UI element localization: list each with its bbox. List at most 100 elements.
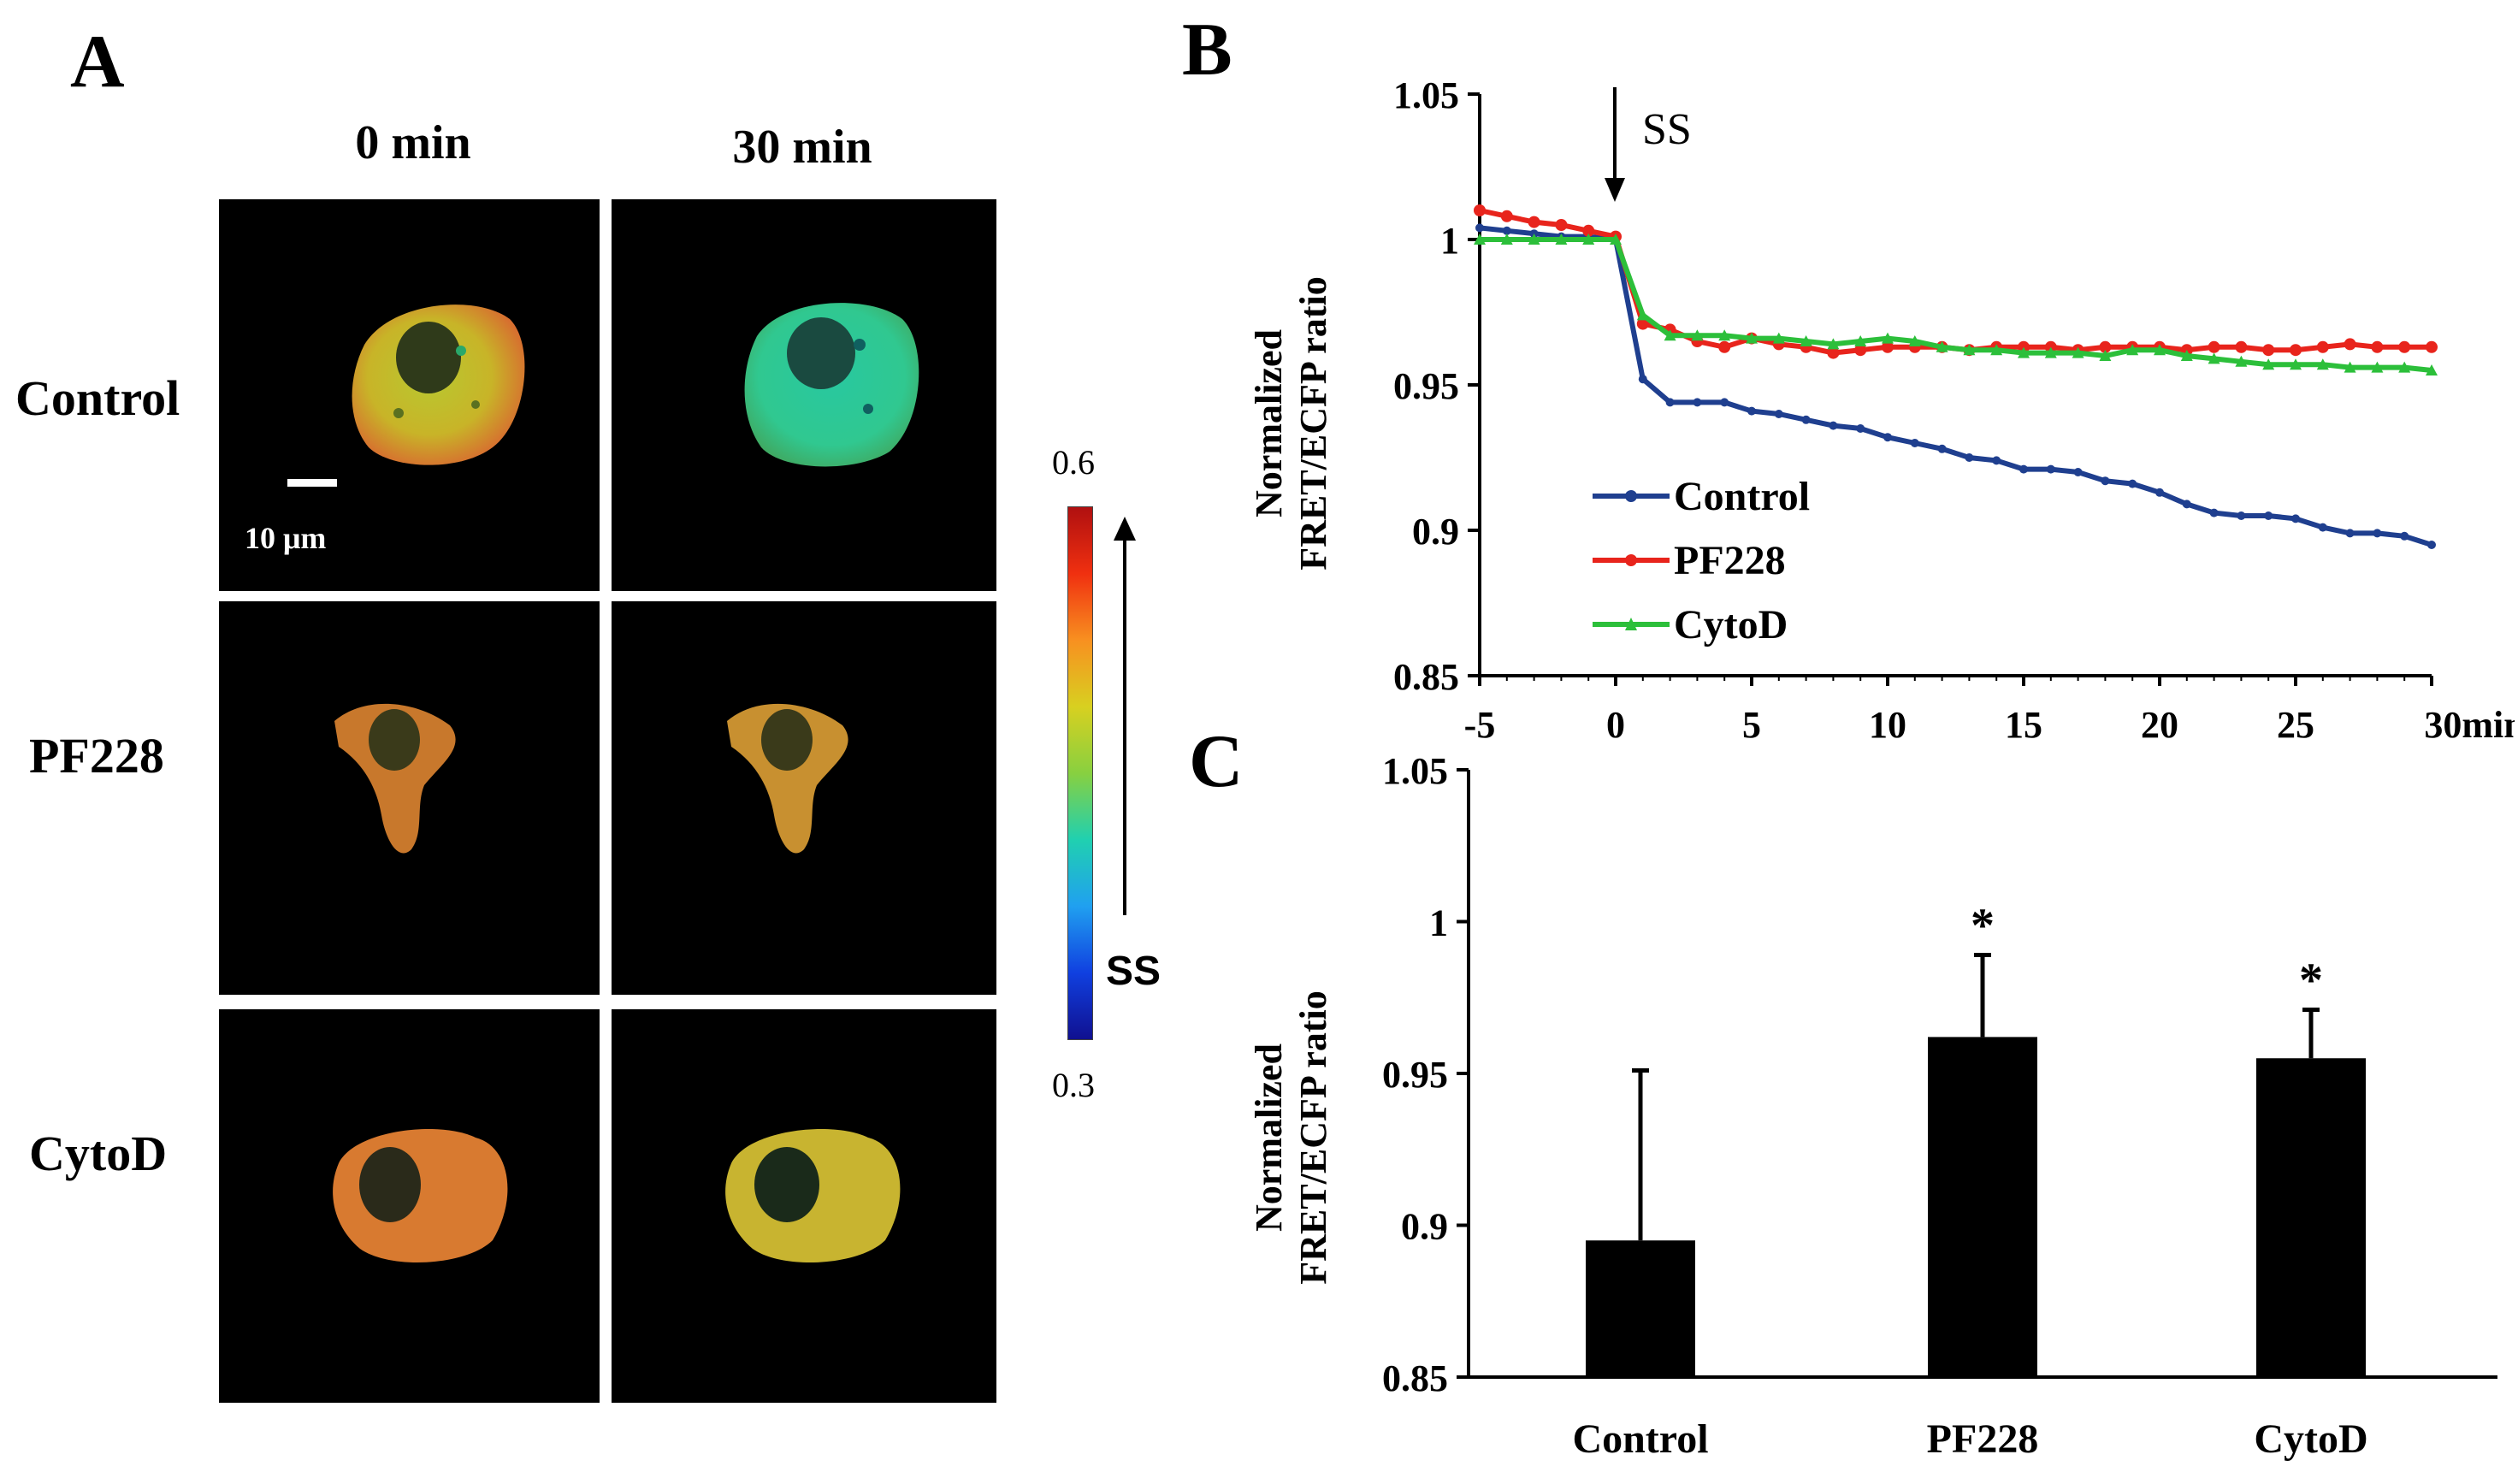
point-control [2019, 464, 2028, 474]
point-cytod [2398, 361, 2411, 373]
c-y-tick-label: 1 [1429, 902, 1448, 944]
cell-cytod-0min [333, 1129, 508, 1263]
point-control [2182, 500, 2191, 509]
c-ylabel-line2: FRET/ECFP ratio [1292, 990, 1334, 1284]
point-cytod [2044, 346, 2057, 358]
point-control [1801, 415, 1811, 424]
b-y-tick-label: 0.85 [1393, 656, 1459, 698]
colorbar-min-label: 0.3 [1052, 1066, 1095, 1104]
legend-marker [1625, 554, 1637, 566]
b-x-tick-label: 10 [1869, 704, 1906, 746]
point-pf228 [2371, 340, 2384, 353]
legend-marker [1625, 618, 1637, 630]
point-control [1747, 406, 1756, 416]
legend: Control PF228 CytoD [1593, 474, 1810, 647]
point-cytod [1854, 335, 1867, 346]
bar-pf228 [1928, 1037, 2037, 1377]
point-cytod [2235, 355, 2248, 367]
bar-control [1586, 1240, 1695, 1377]
row-label-control: Control [15, 370, 180, 426]
point-cytod [2262, 358, 2275, 370]
point-pf228 [1500, 210, 1513, 222]
point-control [1965, 453, 1974, 462]
point-control [2400, 531, 2409, 541]
point-control [2237, 511, 2246, 520]
point-control [2101, 476, 2110, 486]
point-pf228 [2290, 344, 2302, 357]
point-control [1829, 421, 1838, 430]
point-cytod [1827, 338, 1840, 350]
image-pf228-30min [612, 601, 996, 995]
point-pf228 [2208, 340, 2220, 353]
point-control [2373, 529, 2382, 538]
b-y-tick-label: 1.05 [1393, 74, 1459, 116]
point-cytod [1882, 332, 1894, 344]
point-control [2264, 511, 2273, 520]
point-pf228 [2262, 344, 2275, 357]
point-cytod [1664, 329, 1676, 341]
b-ss-annotation: SS [1642, 105, 1692, 154]
point-control [1774, 410, 1783, 418]
point-control [1992, 456, 2001, 465]
point-cytod [2426, 364, 2438, 375]
panel-b-label: B [1182, 9, 1232, 92]
point-pf228 [2235, 340, 2248, 353]
point-pf228 [1474, 204, 1486, 216]
point-control [1502, 226, 1511, 235]
point-cytod [2099, 350, 2112, 361]
colorbar-ss-label: SS [1106, 949, 1161, 994]
legend-label-cytod: CytoD [1674, 602, 1788, 647]
column-0min: 0 min [355, 116, 471, 169]
point-cytod [1555, 234, 1568, 245]
scale-bar-label: 10 μm [245, 521, 327, 555]
point-control [2128, 479, 2137, 488]
legend-label-control: Control [1674, 474, 1810, 519]
b-ylabel-line2: FRET/ECFP ratio [1292, 276, 1334, 570]
point-pf228 [2099, 340, 2112, 353]
c-y-tick-label: 0.95 [1382, 1054, 1448, 1096]
point-control [2155, 488, 2164, 497]
point-cytod [1936, 340, 1948, 352]
b-x-tick-label: 15 [2005, 704, 2042, 746]
point-pf228 [2398, 340, 2411, 353]
point-control [2427, 541, 2436, 549]
panel-c-label: C [1189, 720, 1244, 803]
point-control [1937, 444, 1947, 453]
c-x-tick-label-cytod: CytoD [2254, 1416, 2367, 1462]
b-x-tick-label: 20 [2141, 704, 2178, 746]
colorbar-max-label: 0.6 [1052, 443, 1095, 482]
point-cytod [2126, 344, 2139, 356]
series-line-cytod [1480, 237, 2432, 373]
series-line-control [1479, 225, 2432, 547]
point-pf228 [1528, 216, 1540, 228]
image-cytod-0min [219, 1009, 600, 1403]
point-pf228 [1882, 340, 1894, 353]
point-cytod [1610, 234, 1622, 245]
point-pf228 [2316, 340, 2329, 353]
point-pf228 [1718, 340, 1731, 353]
point-cytod [2316, 358, 2329, 370]
point-cytod [1800, 335, 1812, 346]
b-ss-arrow [1605, 87, 1625, 202]
image-pf228-0min [219, 601, 600, 995]
point-cytod [1772, 332, 1785, 344]
point-control [1720, 398, 1729, 407]
line-chart-b: 0.85 0.9 0.95 1 1.05 -5 0 5 10 15 20 25 30min Normal… [1248, 74, 2515, 746]
point-cytod [2018, 346, 2030, 358]
point-cytod [2290, 358, 2302, 370]
b-y-tick-label: 0.9 [1412, 511, 1459, 553]
point-cytod [1528, 234, 1540, 245]
point-pf228 [1854, 344, 1867, 357]
point-control [1910, 439, 1919, 447]
point-cytod [1746, 332, 1758, 344]
row-label-cytod: CytoD [29, 1126, 168, 1181]
point-control [2291, 514, 2300, 523]
point-control [1665, 398, 1675, 407]
cell-cytod-30min [725, 1129, 901, 1263]
point-control [2046, 464, 2055, 474]
point-control [2073, 468, 2083, 476]
point-control [2209, 508, 2219, 517]
b-y-tick-label: 1 [1440, 220, 1459, 262]
point-cytod [1474, 234, 1486, 245]
